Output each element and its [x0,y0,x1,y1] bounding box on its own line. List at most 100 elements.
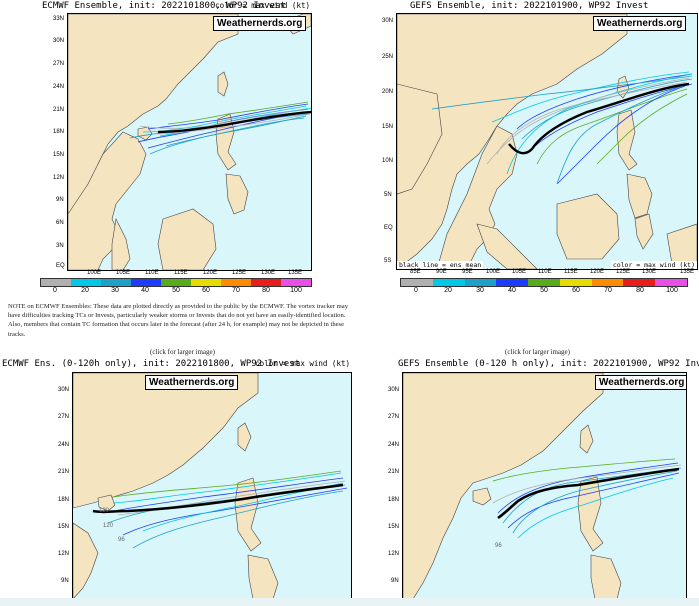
x-tick: 125E [232,270,247,276]
colorbar-swatch [251,279,281,286]
click-for-larger-link[interactable]: (click for larger image) [150,348,215,356]
colorbar-label: 60 [572,287,580,294]
legend-note: color = max wind (kt) [215,1,310,10]
x-tick: 105E [116,270,131,276]
y-tick: EQ [56,263,65,269]
gefs-ensemble-panel[interactable]: GEFS Ensemble, init: 2022101900, WP92 In… [380,0,699,296]
borneo-island [556,193,620,260]
luzon-island [616,109,638,171]
gefs-120h-track-map[interactable]: Weathernerds.org 96 [402,372,687,599]
y-tick: 33N [53,16,65,22]
sumatra-island [476,223,538,269]
map-canvas [397,14,697,269]
ecmwf-120h-track-map[interactable]: Weathernerds.org 120 120 96 [72,372,352,599]
track-hour-label: 120 [103,523,114,529]
panel-title: ECMWF Ensemble, init: 2022101800, WP92 I… [42,1,286,11]
map-canvas [68,14,311,270]
y-tick: 24N [58,442,70,448]
philippines-south [225,173,249,215]
luzon-island [577,476,604,552]
x-tick: 135E [288,270,303,276]
ecmwf-ensemble-panel[interactable]: ECMWF Ensemble, init: 2022101800, WP92 I… [40,0,312,296]
taiwan-island [217,71,229,97]
colorbar-label: 40 [508,287,516,294]
click-for-larger-link[interactable]: (click for larger image) [505,348,570,356]
gefs-track-map[interactable]: Weathernerds.org black line = ens mean c… [396,13,698,270]
colorbar-swatch [528,279,560,286]
colorbar-label: 100 [290,287,302,294]
x-tick: 90E [436,269,447,275]
y-tick: 21N [388,469,400,475]
philippines-south [626,173,653,219]
weathernerds-watermark: Weathernerds.org [593,16,687,31]
track-hour-label: 120 [99,508,110,514]
colorbar-swatch [281,279,311,286]
sulawesi-island [634,213,654,250]
colorbar-label: 80 [262,287,270,294]
x-tick: 100E [87,270,102,276]
hainan-island [472,487,492,506]
colorbar-label: 50 [540,287,548,294]
colorbar-label: 30 [111,287,119,294]
colorbar-label: 0 [53,287,57,294]
y-tick: 15N [53,152,65,158]
y-tick: 18N [58,497,70,503]
y-tick: 10N [382,158,394,164]
colorbar-swatch [401,279,433,286]
weathernerds-watermark: Weathernerds.org [145,375,239,390]
x-tick: 130E [261,270,276,276]
hainan-island [137,126,153,141]
wind-colorbar [40,278,312,287]
colorbar-label: 70 [232,287,240,294]
y-tick: 24N [388,442,400,448]
y-tick: 9N [391,578,399,584]
y-tick: EQ [384,225,393,231]
track-hour-label: 96 [495,543,502,549]
y-tick: 30N [382,18,394,24]
panel-title-bar: GEFS Ensemble (0-120 h only), init: 2022… [380,358,699,370]
panel-title-bar: GEFS Ensemble, init: 2022101900, WP92 In… [380,0,699,12]
colorbar-swatch [131,279,161,286]
y-tick: 15N [388,524,400,530]
gefs-120h-panel[interactable]: GEFS Ensemble (0-120 h only), init: 2022… [380,358,699,599]
mainland-asia [403,373,604,599]
x-tick: 125E [616,269,631,275]
new-guinea [666,223,697,269]
panel-title-bar: ECMWF Ens. (0-120h only), init: 20221018… [0,358,352,370]
y-tick: 30N [53,38,65,44]
ecmwf-track-map[interactable]: Weathernerds.org [67,13,312,271]
indochina [73,522,99,599]
colorbar-swatch [464,279,497,286]
x-tick: 130E [642,269,657,275]
panel-title: GEFS Ensemble, init: 2022101900, WP92 In… [410,1,649,11]
colorbar-label: 70 [604,287,612,294]
y-tick: 27N [388,414,400,420]
colorbar-swatch [161,279,191,286]
y-tick: 18N [53,129,65,135]
hainan-island [97,494,116,512]
y-tick: 9N [56,197,64,203]
luzon-island [234,477,262,552]
colorbar-swatch [41,279,71,286]
mainland-asia [73,373,259,509]
x-tick: 115E [174,270,188,276]
y-tick: 9N [61,578,69,584]
colorbar-labels: 0 20 30 40 50 60 70 80 100 [400,287,688,296]
y-tick: 21N [58,469,70,475]
colorbar-swatch [191,279,221,286]
colorbar-label: 30 [476,287,484,294]
weathernerds-watermark: Weathernerds.org [595,375,686,390]
map-canvas [73,373,348,599]
philippines-south [590,554,622,599]
y-tick: 30N [58,387,70,393]
x-tick: 95E [462,269,473,275]
colorbar-label: 20 [444,287,452,294]
panel-title: ECMWF Ens. (0-120h only), init: 20221018… [2,359,301,369]
x-tick: 135E [680,269,695,275]
colorbar-swatch [71,279,101,286]
colorbar-label: 40 [141,287,149,294]
colorbar-swatch [496,279,529,286]
colorbar-label: 80 [636,287,644,294]
ecmwf-120h-panel[interactable]: ECMWF Ens. (0-120h only), init: 20221018… [0,358,352,599]
colorbar-label: 20 [81,287,89,294]
